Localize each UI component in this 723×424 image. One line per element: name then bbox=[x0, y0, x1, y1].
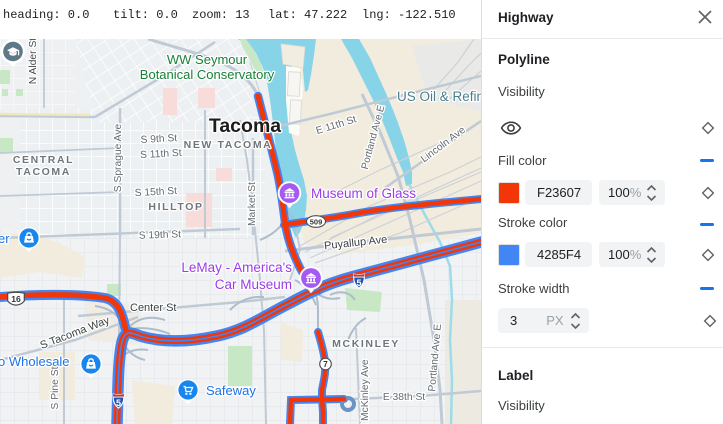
svg-text:Market St: Market St bbox=[247, 182, 258, 226]
svg-text:S 11th St: S 11th St bbox=[140, 148, 182, 161]
svg-text:CENTRAL: CENTRAL bbox=[13, 154, 74, 166]
svg-text:S Pine St: S Pine St bbox=[50, 366, 61, 409]
svg-text:Safeway: Safeway bbox=[206, 383, 256, 398]
svg-text:16: 16 bbox=[11, 294, 21, 304]
svg-text:US Oil & Refin: US Oil & Refin bbox=[397, 89, 481, 104]
svg-text:S 9th St: S 9th St bbox=[140, 133, 177, 146]
svg-text:5: 5 bbox=[356, 278, 361, 288]
svg-text:E McKinley Ave: E McKinley Ave bbox=[360, 359, 371, 424]
svg-text:Museum of Glass: Museum of Glass bbox=[311, 186, 416, 201]
svg-text:WW Seymour: WW Seymour bbox=[167, 52, 248, 67]
svg-text:5: 5 bbox=[116, 398, 121, 408]
svg-text:Car Museum: Car Museum bbox=[215, 277, 292, 292]
svg-text:S Sprague Ave: S Sprague Ave bbox=[113, 123, 124, 192]
svg-text:er: er bbox=[0, 231, 10, 246]
svg-text:TACOMA: TACOMA bbox=[16, 166, 71, 178]
svg-text:NEW TACOMA: NEW TACOMA bbox=[184, 139, 273, 151]
svg-text:509: 509 bbox=[310, 217, 323, 226]
svg-text:S 15th St: S 15th St bbox=[134, 186, 177, 199]
svg-text:S 19th St: S 19th St bbox=[139, 229, 182, 241]
svg-text:MCKINLEY: MCKINLEY bbox=[332, 338, 400, 350]
svg-text:o Wholesale: o Wholesale bbox=[0, 354, 70, 369]
svg-text:Botanical Conservatory: Botanical Conservatory bbox=[140, 67, 275, 82]
svg-text:7: 7 bbox=[323, 360, 328, 369]
svg-text:N Alder St: N Alder St bbox=[28, 39, 39, 84]
svg-text:LeMay - America's: LeMay - America's bbox=[181, 260, 292, 275]
svg-text:Tacoma: Tacoma bbox=[209, 115, 281, 137]
svg-text:Center St: Center St bbox=[130, 302, 176, 314]
svg-text:E 38th St: E 38th St bbox=[383, 392, 425, 403]
svg-text:HILLTOP: HILLTOP bbox=[148, 201, 203, 213]
